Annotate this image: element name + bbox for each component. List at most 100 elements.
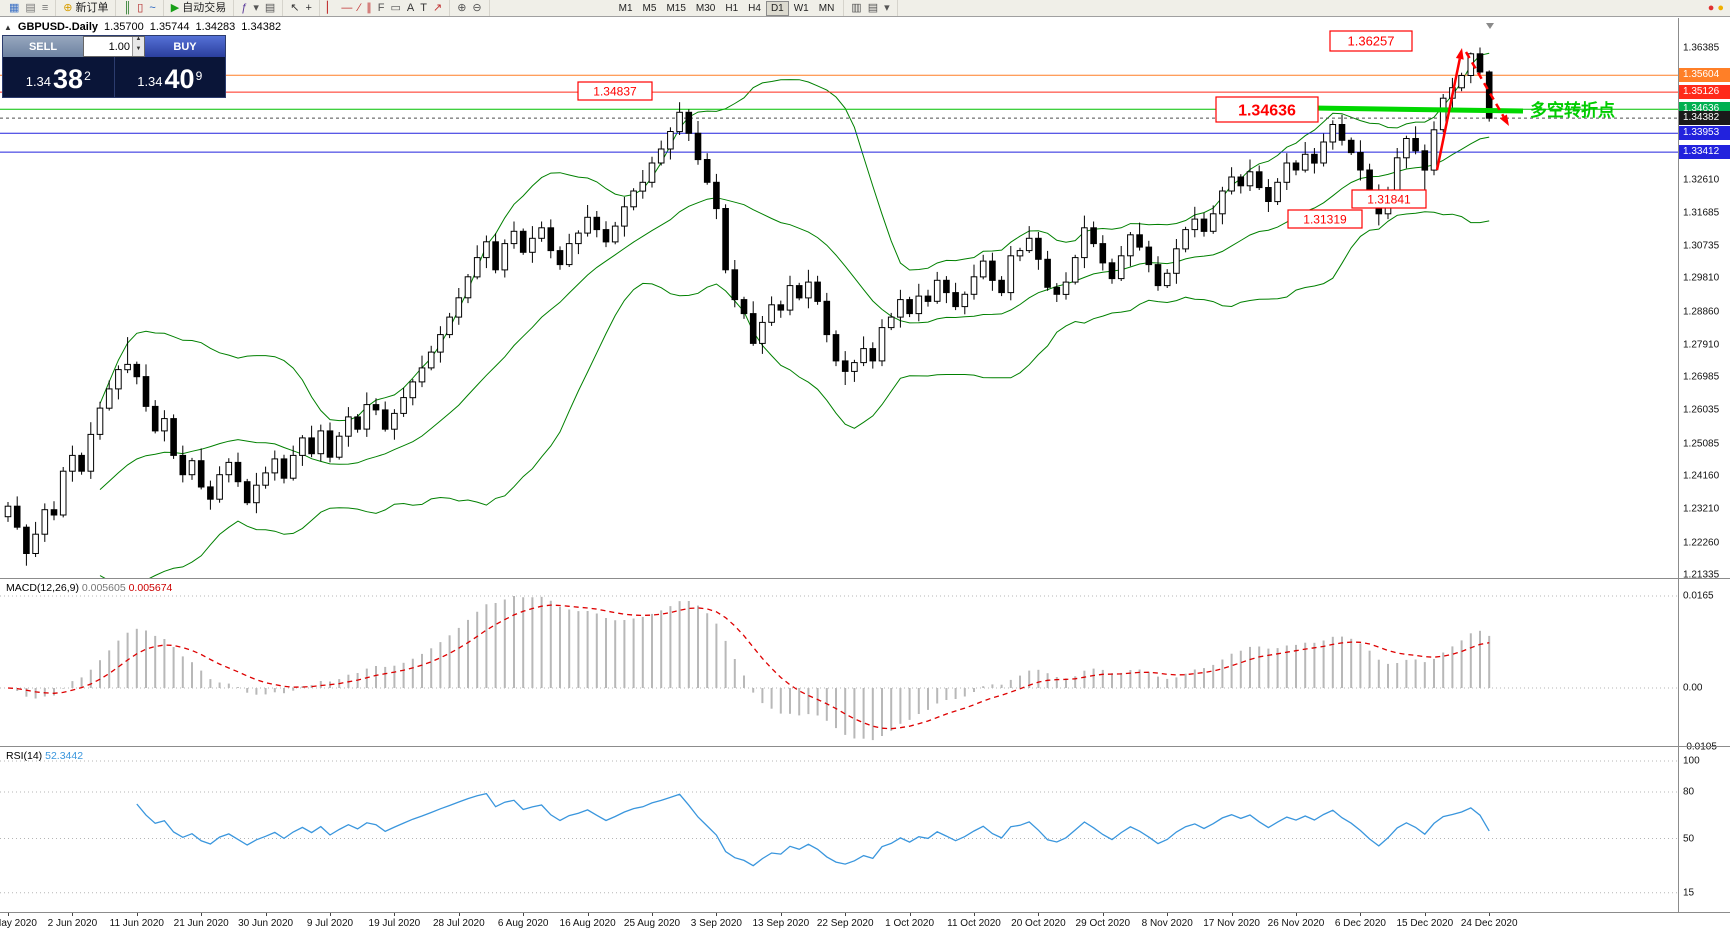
price-annotation-box[interactable]: 1.34837 <box>577 81 653 101</box>
candle-body <box>96 407 104 435</box>
time-axis-tick <box>1167 913 1169 916</box>
candle-body <box>492 241 499 271</box>
price-annotation-box[interactable]: 1.31319 <box>1287 209 1363 229</box>
timeframe-button-m5[interactable]: M5 <box>638 1 662 16</box>
pivot-text-label[interactable]: 多空转折点 <box>1530 100 1615 120</box>
time-axis-label: 22 Sep 2020 <box>816 918 874 929</box>
time-axis-label: 6 Dec 2020 <box>1334 918 1386 929</box>
price-annotation-box[interactable]: 1.34636 <box>1215 96 1319 123</box>
profiles-icon[interactable]: ▤ <box>22 1 38 16</box>
down-arrow-annotation[interactable] <box>1464 51 1505 118</box>
timeframe-button-m1[interactable]: M1 <box>614 1 638 16</box>
bollinger-middle-band <box>99 136 1490 490</box>
zoom-in-icon[interactable]: ⊕ <box>454 1 469 16</box>
time-axis-tick <box>136 913 138 916</box>
periods-button[interactable]: ▾ <box>250 1 262 16</box>
macd-value: 0.005605 <box>81 582 126 594</box>
toolbar-group: M1 M5 M15 M30 H1 H4 D1 W1 MN <box>610 0 845 16</box>
tile-windows-icon[interactable]: ▥ <box>848 1 864 16</box>
cursor-icon-glyph: ↖ <box>290 1 300 14</box>
toolbar-group: ║ ▯ ~ <box>116 0 164 16</box>
timeframe-button-m30[interactable]: M30 <box>691 1 720 16</box>
timeframe-button-h1[interactable]: H1 <box>720 1 743 16</box>
price-scale[interactable]: 1.36385 1.32610 1.31685 1.30735 1.29810 1.288… <box>1679 18 1730 912</box>
line-chart-icon[interactable]: ~ <box>146 1 158 16</box>
bar-chart-icon[interactable]: ║ <box>120 1 134 16</box>
zoom-out-icon[interactable]: ⊖ <box>469 1 484 16</box>
quote-panel-toggle-icon[interactable]: ▲ <box>4 22 12 32</box>
candle-body <box>32 533 39 555</box>
autotrading-button[interactable]: ▶ 自动交易 <box>168 1 229 16</box>
lot-size-input[interactable] <box>84 37 132 56</box>
price-badge: 1.35604 <box>1679 68 1730 83</box>
time-axis-tick <box>1489 913 1491 916</box>
sell-button[interactable]: SELL <box>3 36 83 57</box>
vline-icon[interactable]: ▏ <box>324 1 338 16</box>
macd-signal-line <box>7 604 1490 730</box>
candle-body <box>124 363 131 371</box>
alert-yellow-icon[interactable]: ● <box>1717 1 1724 14</box>
pivot-trend-line[interactable] <box>1311 105 1524 114</box>
time-axis-label: 9 Jul 2020 <box>306 918 354 929</box>
cascade-windows-icon[interactable]: ▤ <box>865 1 881 16</box>
lot-increase-icon[interactable]: ▲ <box>133 36 144 47</box>
candle-body <box>556 250 564 266</box>
more-tools-icon[interactable]: ▾ <box>881 1 893 16</box>
templates-button[interactable]: ▤ <box>262 1 278 16</box>
panel-separator[interactable] <box>0 578 1730 579</box>
more-tools-icon-glyph: ▾ <box>884 1 890 14</box>
candle-body <box>1007 255 1015 294</box>
toolbar-group: ⊕ 新订单 <box>56 0 117 16</box>
candle-body <box>427 351 435 369</box>
price-annotation-box[interactable]: 1.36257 <box>1329 30 1413 52</box>
candle-body <box>1219 190 1226 215</box>
annotation-box-text: 1.36257 <box>1348 34 1395 49</box>
toolbar-group: ⊕ ⊖ <box>450 0 490 16</box>
annotation-box-rect <box>1215 96 1319 123</box>
time-axis[interactable]: 24 May 2020 2 Jun 2020 11 Jun 2020 21 Jun 2… <box>0 913 1678 943</box>
timeframe-button-m15[interactable]: M15 <box>661 1 690 16</box>
label-icon[interactable]: T <box>417 1 430 16</box>
candle-chart-icon[interactable]: ▯ <box>134 1 146 16</box>
timeframe-button-w1[interactable]: W1 <box>789 1 814 16</box>
hline-icon[interactable]: ― <box>338 1 355 16</box>
crosshair-icon[interactable]: + <box>303 1 315 16</box>
up-arrow-annotation[interactable] <box>1435 58 1462 171</box>
alert-red-icon[interactable]: ● <box>1707 1 1715 14</box>
panel-separator[interactable] <box>0 746 1730 747</box>
timeframe-button-mn[interactable]: MN <box>814 1 840 16</box>
trendline-icon[interactable]: ∕ <box>355 1 363 16</box>
time-axis-label: 19 Jul 2020 <box>368 918 421 929</box>
fibonacci-icon[interactable]: F <box>375 1 388 16</box>
buy-button[interactable]: BUY <box>145 36 225 57</box>
price-annotation-box[interactable]: 1.31841 <box>1351 189 1427 209</box>
sell-price-display[interactable]: 1.34 38 2 <box>3 57 114 97</box>
new-order-button[interactable]: ⊕ 新订单 <box>60 1 111 16</box>
arrows-icon[interactable]: ↗ <box>430 1 445 16</box>
timeframe-button-h4[interactable]: H4 <box>743 1 766 16</box>
symbol-header: ▲ GBPUSD-.Daily 1.35700 1.35744 1.34283 … <box>4 21 281 33</box>
candle-body <box>1053 286 1061 295</box>
new-chart-icon[interactable]: ▦ <box>6 1 22 16</box>
candle-body <box>667 131 674 150</box>
market-watch-icon[interactable]: ≡ <box>39 1 51 16</box>
lot-decrease-icon[interactable]: ▼ <box>133 46 144 56</box>
cursor-icon[interactable]: ↖ <box>287 1 302 16</box>
chart-shift-marker-icon[interactable] <box>1486 23 1494 29</box>
buy-price-display[interactable]: 1.34 40 9 <box>115 57 226 97</box>
indicators-button[interactable]: ƒ <box>238 1 250 16</box>
candle-body <box>897 299 904 318</box>
candle-body <box>731 269 739 301</box>
shapes-icon[interactable]: ▭ <box>387 1 403 16</box>
candle-body <box>225 461 233 476</box>
channel-icon[interactable]: ∥ <box>363 1 375 16</box>
candle-body <box>483 241 490 259</box>
channel-icon-glyph: ∥ <box>366 1 372 14</box>
timeframe-button-d1[interactable]: D1 <box>765 0 789 16</box>
candle-body <box>372 404 380 411</box>
candle-body <box>1209 213 1217 232</box>
toolbar-group: ƒ ▾ ▤ <box>234 0 284 16</box>
text-icon[interactable]: A <box>404 1 417 16</box>
candle-body <box>170 418 177 456</box>
candle-body <box>648 162 656 183</box>
